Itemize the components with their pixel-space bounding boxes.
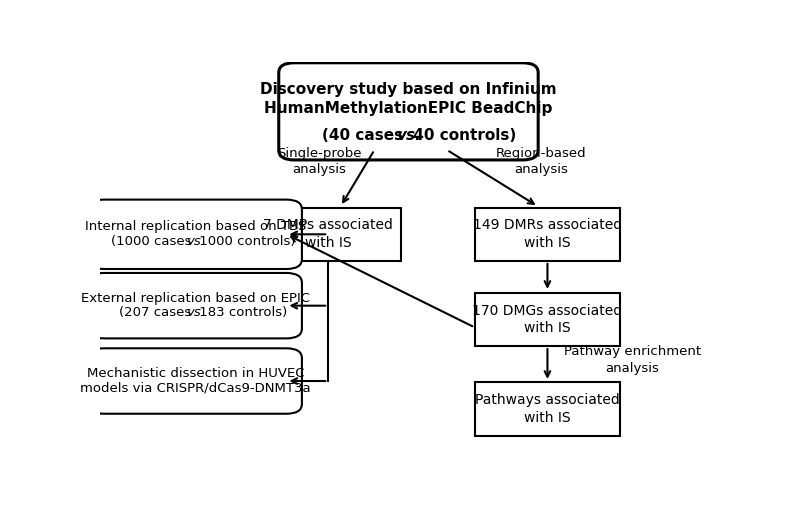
FancyBboxPatch shape — [279, 63, 538, 160]
FancyBboxPatch shape — [88, 273, 302, 338]
Text: Internal replication based on TBS: Internal replication based on TBS — [84, 220, 306, 233]
Text: (40 cases: (40 cases — [322, 128, 408, 143]
FancyBboxPatch shape — [88, 348, 302, 414]
FancyBboxPatch shape — [256, 208, 401, 261]
Text: 183 controls): 183 controls) — [195, 306, 288, 319]
Text: 149 DMRs associated
with IS: 149 DMRs associated with IS — [473, 218, 622, 250]
Text: 40 controls): 40 controls) — [408, 128, 516, 143]
Text: External replication based on EPIC: External replication based on EPIC — [80, 292, 310, 305]
Text: 7 DMPs associated
with IS: 7 DMPs associated with IS — [263, 218, 393, 250]
Text: vs.: vs. — [186, 306, 205, 319]
FancyBboxPatch shape — [475, 293, 620, 346]
Text: Region-based
analysis: Region-based analysis — [496, 147, 587, 177]
Text: vs.: vs. — [396, 128, 421, 143]
FancyBboxPatch shape — [475, 382, 620, 436]
FancyBboxPatch shape — [475, 208, 620, 261]
Text: 1000 controls): 1000 controls) — [195, 235, 296, 248]
Text: (1000 cases: (1000 cases — [111, 235, 195, 248]
Text: Discovery study based on Infinium
HumanMethylationEPIC BeadChip: Discovery study based on Infinium HumanM… — [260, 81, 557, 116]
FancyBboxPatch shape — [88, 200, 302, 269]
Text: (207 cases: (207 cases — [119, 306, 195, 319]
Text: Mechanistic dissection in HUVEC: Mechanistic dissection in HUVEC — [87, 367, 304, 381]
Text: 170 DMGs associated
with IS: 170 DMGs associated with IS — [473, 304, 622, 335]
Text: Single-probe
analysis: Single-probe analysis — [277, 147, 361, 177]
Text: Pathway enrichment
analysis: Pathway enrichment analysis — [564, 345, 701, 375]
Text: vs.: vs. — [186, 235, 205, 248]
Text: Pathways associated
with IS: Pathways associated with IS — [475, 393, 620, 425]
Text: models via CRISPR/dCas9-DNMT3a: models via CRISPR/dCas9-DNMT3a — [80, 382, 311, 394]
